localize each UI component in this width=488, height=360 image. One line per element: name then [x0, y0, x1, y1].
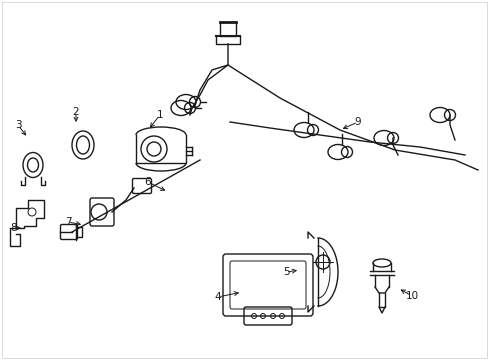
Text: 4: 4 [214, 292, 221, 302]
Text: 8: 8 [11, 223, 17, 233]
Text: 7: 7 [64, 217, 71, 227]
Text: 2: 2 [73, 107, 79, 117]
Text: 10: 10 [405, 291, 418, 301]
Text: 9: 9 [354, 117, 361, 127]
Text: 1: 1 [156, 110, 163, 120]
Text: 3: 3 [15, 120, 21, 130]
Text: 5: 5 [282, 267, 289, 277]
Text: 6: 6 [144, 177, 151, 187]
